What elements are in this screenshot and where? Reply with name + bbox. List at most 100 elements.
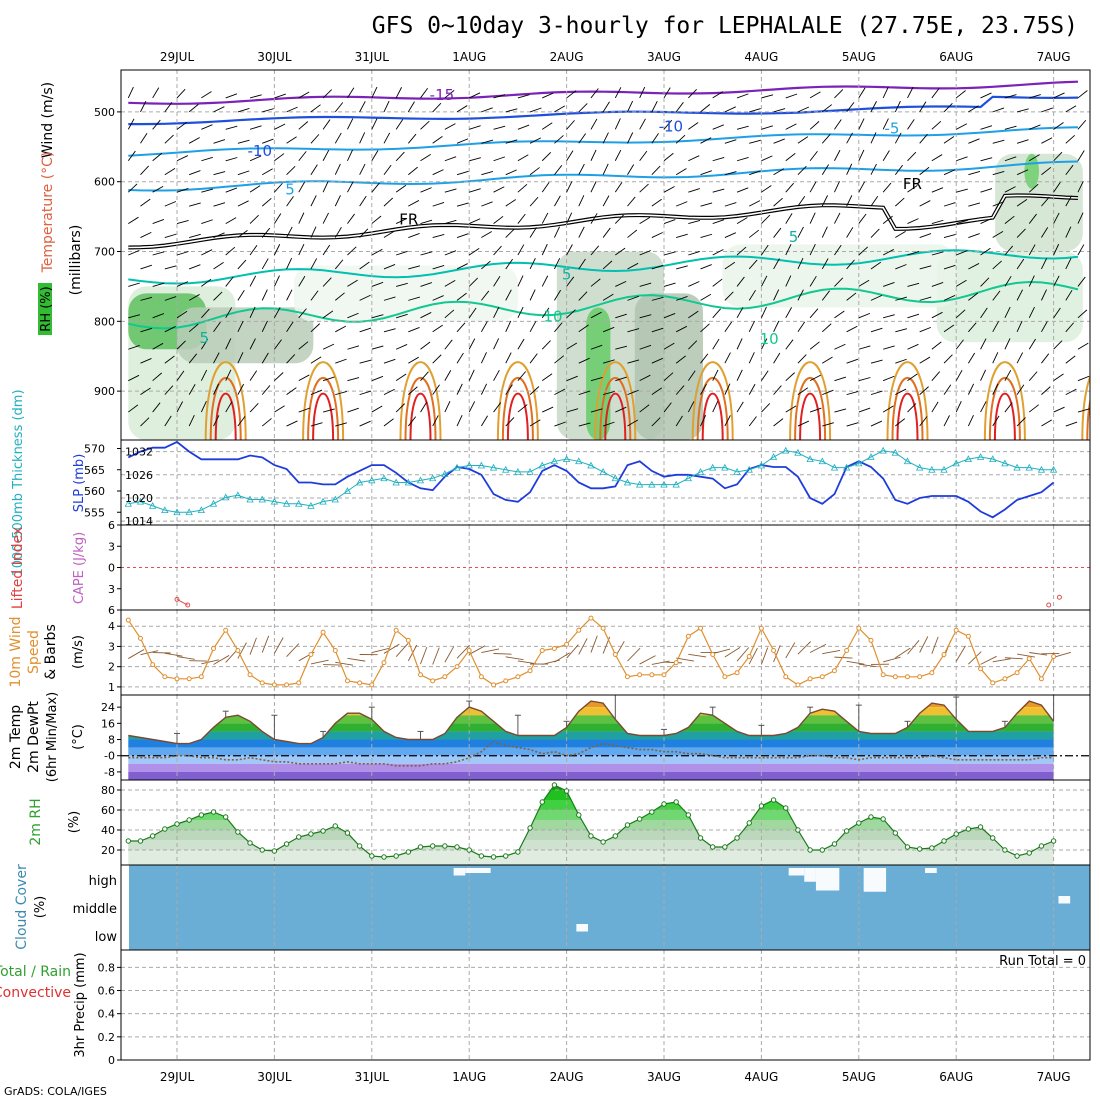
top-day-label: 29JUL xyxy=(160,50,195,64)
wind-barb xyxy=(140,417,150,427)
wind-barb xyxy=(1077,309,1088,319)
wind-barb xyxy=(639,404,650,413)
wind-barb xyxy=(676,201,688,207)
wind10-barb xyxy=(286,643,300,657)
wind-barb xyxy=(554,105,566,113)
wind-barb xyxy=(1053,373,1064,382)
warm-isotherm xyxy=(501,376,534,440)
wind-barb xyxy=(371,182,380,193)
wind-barb xyxy=(749,108,761,113)
isotherm-10 xyxy=(128,280,1079,330)
wind10-point xyxy=(259,680,265,686)
wind10-point xyxy=(795,682,801,688)
wind-barb xyxy=(785,182,794,193)
wind10-barb xyxy=(554,652,570,663)
panel-slp-content xyxy=(121,440,1090,525)
wind-barb xyxy=(578,258,586,270)
wind-barb xyxy=(201,156,213,162)
wind-barb xyxy=(164,385,174,395)
wind-barb xyxy=(396,282,408,287)
wind-barb xyxy=(639,250,651,256)
thickness-marker xyxy=(124,499,132,507)
wind-barb xyxy=(748,320,755,332)
wind-barb xyxy=(249,370,258,381)
wind-barb xyxy=(895,230,906,238)
contour-label: -5 xyxy=(884,120,899,138)
wind-barb xyxy=(980,277,990,287)
wind-barb xyxy=(651,198,662,207)
wind-barb xyxy=(724,352,731,364)
isotherm-5-upper xyxy=(128,160,1079,192)
wind-barb xyxy=(992,231,1004,238)
wind-barb xyxy=(809,407,822,413)
wind10-barb xyxy=(164,652,183,657)
wind-barb xyxy=(773,168,785,176)
thickness-marker xyxy=(282,499,291,507)
wind-barb xyxy=(335,390,347,396)
wind-barb xyxy=(614,181,623,193)
wind-barb xyxy=(992,139,1005,144)
wind-barb xyxy=(1065,164,1074,175)
wind-barb xyxy=(700,383,707,395)
warm-isotherm xyxy=(799,392,822,440)
wind-barb xyxy=(602,326,615,333)
wind10-barb xyxy=(968,651,982,665)
wind10-point xyxy=(624,674,630,680)
rh-shading xyxy=(177,307,314,364)
warm-isotherm xyxy=(1086,397,1090,440)
wind-barb xyxy=(578,133,587,144)
wind-barb xyxy=(956,156,968,162)
wind-barb xyxy=(188,294,200,301)
rh-point xyxy=(916,846,923,852)
warm-isotherm xyxy=(209,376,242,440)
wind-barb xyxy=(1016,198,1028,207)
thickness-marker xyxy=(1049,465,1058,473)
wind-barb xyxy=(1004,369,1012,381)
wind-barb xyxy=(371,345,384,350)
wind-barb xyxy=(554,355,565,364)
thickness-marker xyxy=(709,463,717,471)
wind-barb xyxy=(237,290,245,301)
y-tick-label: 0.4 xyxy=(98,1008,116,1021)
rh-point xyxy=(856,820,862,826)
rh-point xyxy=(624,822,631,828)
contour-label: -10 xyxy=(659,118,684,136)
warm-isotherm xyxy=(604,392,627,440)
wind-barb xyxy=(761,125,773,130)
wind-barb xyxy=(310,164,318,175)
cloud-cell-high xyxy=(815,868,840,891)
wind-barb xyxy=(456,233,469,238)
wind-barb xyxy=(639,374,651,382)
wind-barb xyxy=(505,384,513,395)
wind-barb xyxy=(432,324,443,333)
wind-barb xyxy=(554,226,560,238)
rh-point xyxy=(429,843,436,849)
temp-band xyxy=(128,715,1054,724)
wind-barb xyxy=(821,104,833,113)
thickness-marker xyxy=(916,463,924,471)
wind-barb xyxy=(359,101,366,113)
wind-barb xyxy=(395,344,408,350)
thickness-marker xyxy=(733,468,741,475)
wind-barb xyxy=(931,341,942,350)
wind-barb xyxy=(785,93,798,99)
wind-barb xyxy=(407,133,417,144)
wind-barb xyxy=(968,138,980,144)
rh-point xyxy=(259,847,265,853)
wind-barb xyxy=(895,328,908,333)
wind10-point xyxy=(953,627,959,633)
wind-barb xyxy=(261,418,272,427)
wind-barb xyxy=(1028,371,1038,381)
wind-barb xyxy=(578,357,590,364)
wind-barb xyxy=(505,228,515,238)
wind-barb xyxy=(748,352,755,364)
wind10-point xyxy=(990,680,996,686)
y-tick-label: 16 xyxy=(101,717,115,730)
wind-barb xyxy=(639,118,646,130)
wind10-barb xyxy=(858,663,877,668)
wind-barb xyxy=(736,276,745,287)
wind-barb xyxy=(541,243,548,256)
wind-barb xyxy=(444,280,456,287)
rh-point xyxy=(661,801,667,807)
wind-barb xyxy=(797,321,806,333)
